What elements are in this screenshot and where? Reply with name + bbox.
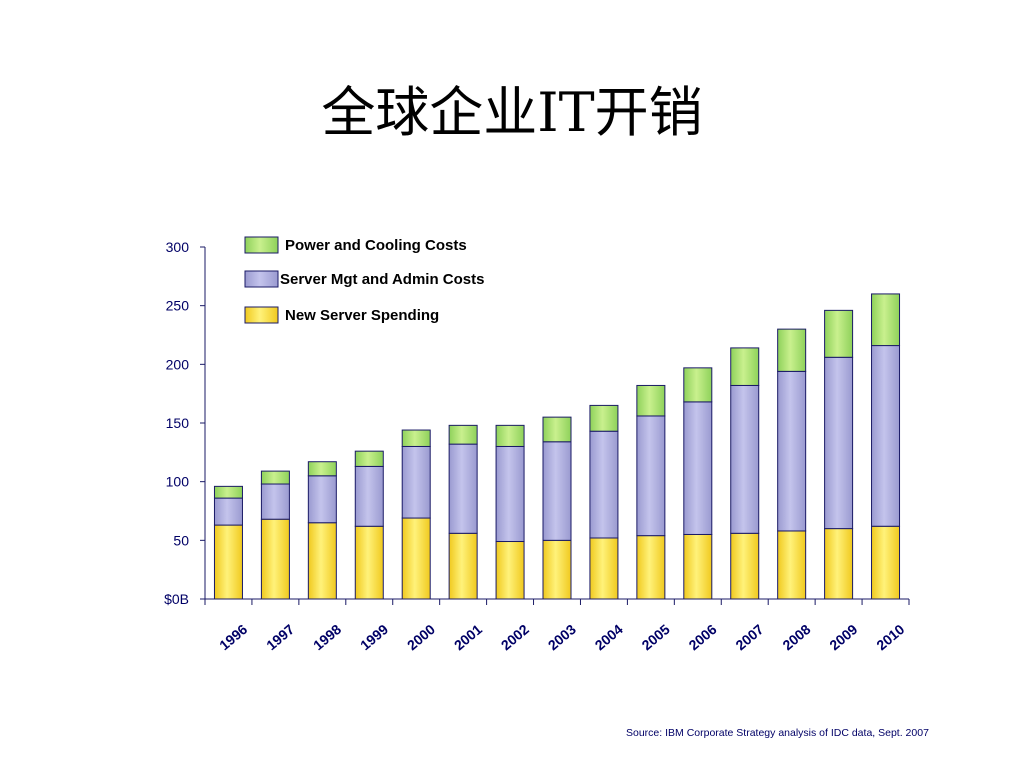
bar-segment-new-server xyxy=(213,524,243,600)
bar-segment-server-mgt xyxy=(683,401,713,535)
bar-segment-power xyxy=(495,424,525,447)
y-tick-label: $0B xyxy=(164,591,189,607)
bar-segment-power xyxy=(589,404,619,432)
x-tick-label: 2007 xyxy=(732,621,766,653)
bar-segment-new-server xyxy=(495,541,525,600)
x-tick-label: 2002 xyxy=(498,621,532,653)
bar-segment-power xyxy=(213,485,243,499)
bar-segment-power xyxy=(260,470,290,485)
bar-segment-power xyxy=(683,367,713,403)
y-tick-label: 200 xyxy=(166,356,190,372)
y-tick-label: 50 xyxy=(173,532,189,548)
bar-segment-new-server xyxy=(824,528,854,600)
bar-segment-power xyxy=(307,461,337,477)
legend-label-new-server: New Server Spending xyxy=(285,307,439,324)
bar-segment-server-mgt xyxy=(307,475,337,524)
bar-segment-server-mgt xyxy=(824,356,854,530)
legend-swatch-server-mgt xyxy=(244,270,279,288)
bar-segment-power xyxy=(777,328,807,372)
bar-segment-new-server xyxy=(354,525,384,600)
bar-segment-new-server xyxy=(448,532,478,600)
x-tick-label: 2009 xyxy=(826,621,860,653)
bar-segment-power xyxy=(871,293,901,347)
y-tick-label: 150 xyxy=(166,415,190,431)
x-tick-label: 2006 xyxy=(686,621,720,653)
slide-title: 全球企业IT开销 xyxy=(321,81,703,144)
x-tick-label: 1999 xyxy=(357,621,391,653)
x-tick-label: 2004 xyxy=(592,621,626,653)
bar-segment-new-server xyxy=(260,518,290,600)
bar-segment-power xyxy=(448,424,478,445)
bar-segment-new-server xyxy=(589,537,619,600)
bar-segment-new-server xyxy=(636,535,666,600)
bar-segment-power xyxy=(824,309,854,358)
y-tick-label: 100 xyxy=(166,474,190,490)
bar-segment-server-mgt xyxy=(542,441,572,541)
legend: Power and Cooling Costs Server Mgt and Ad… xyxy=(244,236,484,324)
bar-segment-server-mgt xyxy=(730,384,760,534)
y-tick-label: 250 xyxy=(166,298,190,314)
bar-segment-server-mgt xyxy=(636,415,666,537)
bar-segment-power xyxy=(730,347,760,386)
bar-segment-server-mgt xyxy=(401,445,431,519)
bar-segment-new-server xyxy=(777,530,807,600)
x-tick-label: 2000 xyxy=(404,621,438,653)
x-tick-label: 1996 xyxy=(216,621,250,653)
legend-swatch-new-server xyxy=(244,306,279,324)
bar-segment-new-server xyxy=(683,533,713,600)
bar-segment-new-server xyxy=(871,525,901,600)
x-tick-label: 1997 xyxy=(263,621,297,653)
bar-segment-server-mgt xyxy=(354,465,384,527)
bar-segment-server-mgt xyxy=(495,445,525,543)
bar-segment-power xyxy=(354,450,384,467)
x-tick-label: 1998 xyxy=(310,621,344,653)
bar-segment-server-mgt xyxy=(777,370,807,532)
legend-swatch-power xyxy=(244,236,279,254)
bar-segment-new-server xyxy=(542,539,572,600)
bars xyxy=(213,293,901,600)
bar-segment-power xyxy=(401,429,431,447)
bar-segment-server-mgt xyxy=(589,430,619,539)
bar-segment-new-server xyxy=(307,522,337,600)
x-tick-label: 2005 xyxy=(639,621,673,653)
legend-label-server-mgt: Server Mgt and Admin Costs xyxy=(280,271,484,288)
source-note: Source: IBM Corporate Strategy analysis … xyxy=(626,727,929,739)
x-tick-label: 2001 xyxy=(451,621,485,653)
bar-segment-server-mgt xyxy=(871,345,901,527)
legend-label-power: Power and Cooling Costs xyxy=(285,237,467,254)
bar-segment-power xyxy=(542,416,572,443)
bar-segment-power xyxy=(636,384,666,417)
x-tick-label: 2003 xyxy=(545,621,579,653)
x-tick-label: 2010 xyxy=(873,621,907,653)
bar-segment-server-mgt xyxy=(260,483,290,520)
x-tick-label: 2008 xyxy=(779,621,813,653)
bar-segment-new-server xyxy=(401,517,431,600)
y-tick-label: 300 xyxy=(166,239,190,255)
bar-segment-new-server xyxy=(730,532,760,600)
bar-segment-server-mgt xyxy=(213,497,243,526)
bar-segment-server-mgt xyxy=(448,443,478,534)
